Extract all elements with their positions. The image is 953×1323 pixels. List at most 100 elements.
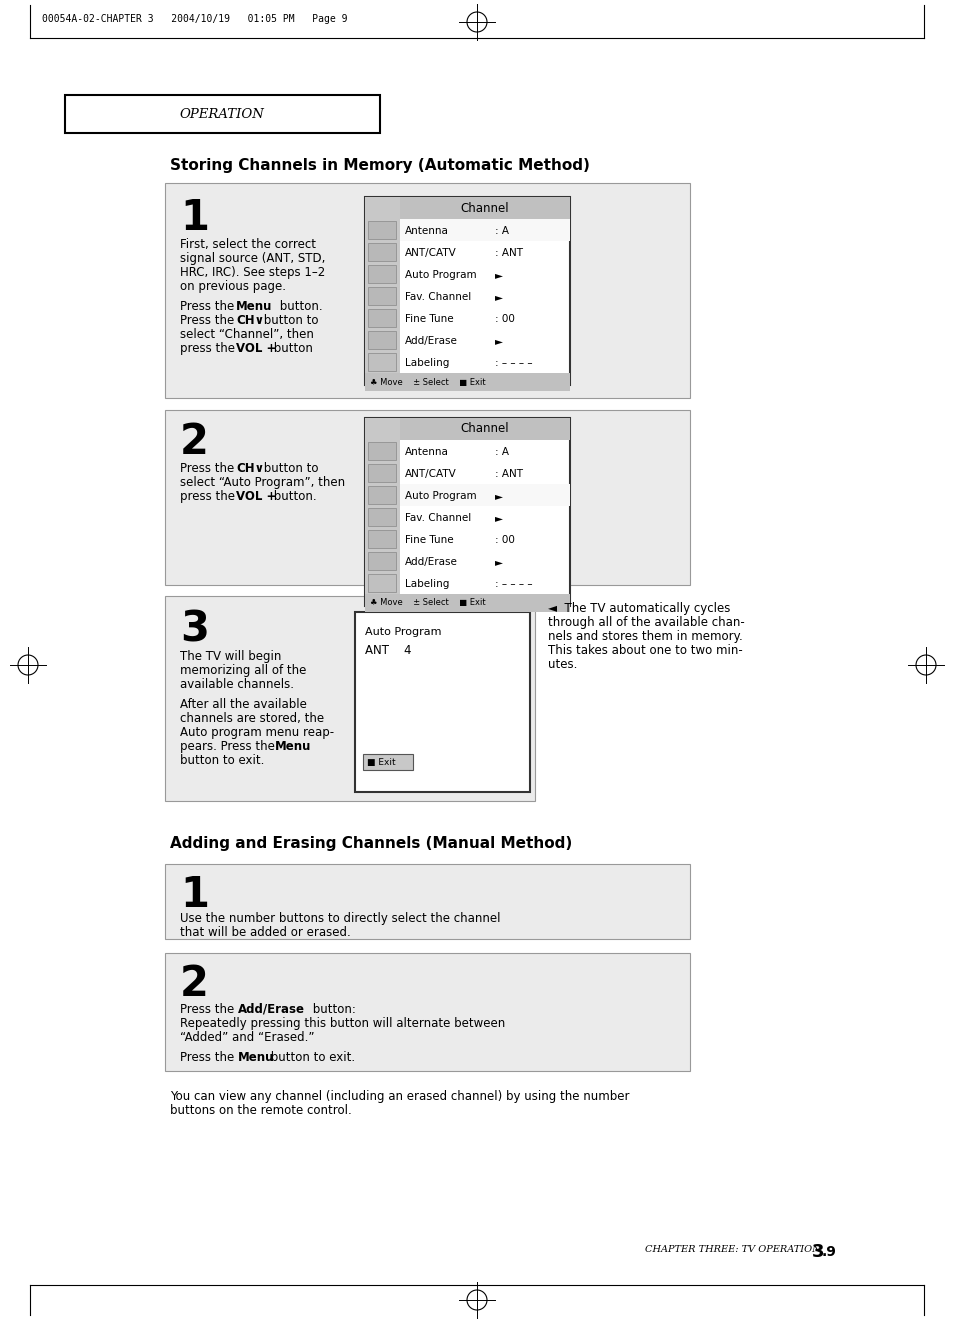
- Text: ANT/CATV: ANT/CATV: [405, 468, 456, 479]
- Text: Add/Erase: Add/Erase: [237, 1003, 305, 1016]
- Text: pears. Press the: pears. Press the: [180, 740, 278, 753]
- Text: button.: button.: [270, 490, 316, 503]
- Bar: [399, 418, 569, 441]
- Bar: [368, 574, 395, 591]
- Text: Menu: Menu: [235, 300, 273, 314]
- Bar: [165, 864, 689, 939]
- Text: that will be added or erased.: that will be added or erased.: [180, 926, 351, 939]
- Text: Menu: Menu: [237, 1050, 274, 1064]
- Text: 3: 3: [180, 609, 209, 650]
- Text: Storing Channels in Memory (Automatic Method): Storing Channels in Memory (Automatic Me…: [170, 157, 589, 173]
- Bar: [399, 484, 569, 505]
- Bar: [368, 531, 395, 548]
- Text: VOL +: VOL +: [235, 343, 276, 355]
- Text: nels and stores them in memory.: nels and stores them in memory.: [547, 630, 742, 643]
- Text: CHAPTER THREE: TV OPERATION: CHAPTER THREE: TV OPERATION: [644, 1245, 822, 1254]
- Bar: [368, 353, 395, 370]
- Text: OPERATION: OPERATION: [179, 107, 264, 120]
- Text: Adding and Erasing Channels (Manual Method): Adding and Erasing Channels (Manual Meth…: [170, 836, 572, 851]
- Text: Press the: Press the: [180, 1003, 237, 1016]
- Text: ♣ Move    ± Select    ■ Exit: ♣ Move ± Select ■ Exit: [370, 598, 485, 607]
- Text: Auto Program: Auto Program: [405, 491, 476, 501]
- Bar: [399, 220, 569, 241]
- Text: .9: .9: [821, 1245, 836, 1259]
- Text: ♣ Move    ± Select    ■ Exit: ♣ Move ± Select ■ Exit: [370, 377, 485, 386]
- Text: This takes about one to two min-: This takes about one to two min-: [547, 644, 742, 658]
- Text: utes.: utes.: [547, 658, 577, 671]
- Text: You can view any channel (including an erased channel) by using the number: You can view any channel (including an e…: [170, 1090, 629, 1103]
- Bar: [368, 552, 395, 570]
- Text: ►: ►: [495, 491, 502, 501]
- Bar: [365, 594, 569, 613]
- Text: press the: press the: [180, 490, 238, 503]
- Text: Press the: Press the: [180, 1050, 237, 1064]
- Text: signal source (ANT, STD,: signal source (ANT, STD,: [180, 251, 325, 265]
- Bar: [368, 442, 395, 460]
- Text: : – – – –: : – – – –: [495, 359, 532, 368]
- Bar: [165, 183, 689, 398]
- Text: After all the available: After all the available: [180, 699, 307, 710]
- Text: Fine Tune: Fine Tune: [405, 314, 453, 324]
- Bar: [165, 595, 535, 800]
- Text: : 00: : 00: [495, 534, 515, 545]
- Text: ►: ►: [495, 292, 502, 302]
- Bar: [368, 221, 395, 239]
- Text: button to: button to: [260, 314, 318, 327]
- Bar: [368, 265, 395, 283]
- Bar: [365, 197, 399, 385]
- Text: ►: ►: [495, 513, 502, 523]
- Bar: [399, 197, 569, 220]
- Text: ◄  The TV automatically cycles: ◄ The TV automatically cycles: [547, 602, 730, 615]
- Text: ■ Exit: ■ Exit: [367, 758, 395, 766]
- Text: press the: press the: [180, 343, 238, 355]
- Text: 1: 1: [180, 197, 209, 239]
- Bar: [365, 418, 569, 606]
- Bar: [165, 410, 689, 585]
- Text: Press the: Press the: [180, 462, 237, 475]
- Text: Auto Program: Auto Program: [365, 627, 441, 636]
- Text: button to exit.: button to exit.: [267, 1050, 355, 1064]
- Text: Add/Erase: Add/Erase: [405, 336, 457, 347]
- Text: Antenna: Antenna: [405, 447, 449, 456]
- Text: 2: 2: [180, 963, 209, 1005]
- Bar: [368, 486, 395, 504]
- Text: Channel: Channel: [460, 201, 509, 214]
- Text: Antenna: Antenna: [405, 226, 449, 235]
- Text: Add/Erase: Add/Erase: [405, 557, 457, 568]
- Bar: [365, 197, 569, 385]
- Text: Repeatedly pressing this button will alternate between: Repeatedly pressing this button will alt…: [180, 1017, 505, 1031]
- Text: memorizing all of the: memorizing all of the: [180, 664, 306, 677]
- Text: Fine Tune: Fine Tune: [405, 534, 453, 545]
- Text: : ANT: : ANT: [495, 468, 522, 479]
- Text: : ANT: : ANT: [495, 247, 522, 258]
- Bar: [355, 613, 530, 792]
- Text: ANT/CATV: ANT/CATV: [405, 247, 456, 258]
- Text: 1: 1: [180, 875, 209, 916]
- Bar: [365, 418, 399, 606]
- Bar: [165, 953, 689, 1072]
- Text: VOL +: VOL +: [235, 490, 276, 503]
- Bar: [368, 331, 395, 349]
- Text: ►: ►: [495, 557, 502, 568]
- Text: button:: button:: [309, 1003, 355, 1016]
- Text: button to exit.: button to exit.: [180, 754, 264, 767]
- Text: 2: 2: [180, 421, 209, 463]
- Bar: [368, 508, 395, 527]
- Text: Auto Program: Auto Program: [405, 270, 476, 280]
- Text: channels are stored, the: channels are stored, the: [180, 712, 324, 725]
- Text: button.: button.: [275, 300, 322, 314]
- Text: Auto program menu reap-: Auto program menu reap-: [180, 726, 334, 740]
- Text: select “Auto Program”, then: select “Auto Program”, then: [180, 476, 345, 490]
- Text: select “Channel”, then: select “Channel”, then: [180, 328, 314, 341]
- Text: on previous page.: on previous page.: [180, 280, 286, 292]
- Text: 3: 3: [811, 1244, 823, 1261]
- Bar: [65, 95, 379, 134]
- Bar: [368, 243, 395, 261]
- Text: HRC, IRC). See steps 1–2: HRC, IRC). See steps 1–2: [180, 266, 325, 279]
- Text: : – – – –: : – – – –: [495, 579, 532, 589]
- Text: available channels.: available channels.: [180, 677, 294, 691]
- Text: First, select the correct: First, select the correct: [180, 238, 315, 251]
- Text: button: button: [270, 343, 313, 355]
- Text: Channel: Channel: [460, 422, 509, 435]
- Text: 00054A-02-CHAPTER 3   2004/10/19   01:05 PM   Page 9: 00054A-02-CHAPTER 3 2004/10/19 01:05 PM …: [42, 15, 347, 24]
